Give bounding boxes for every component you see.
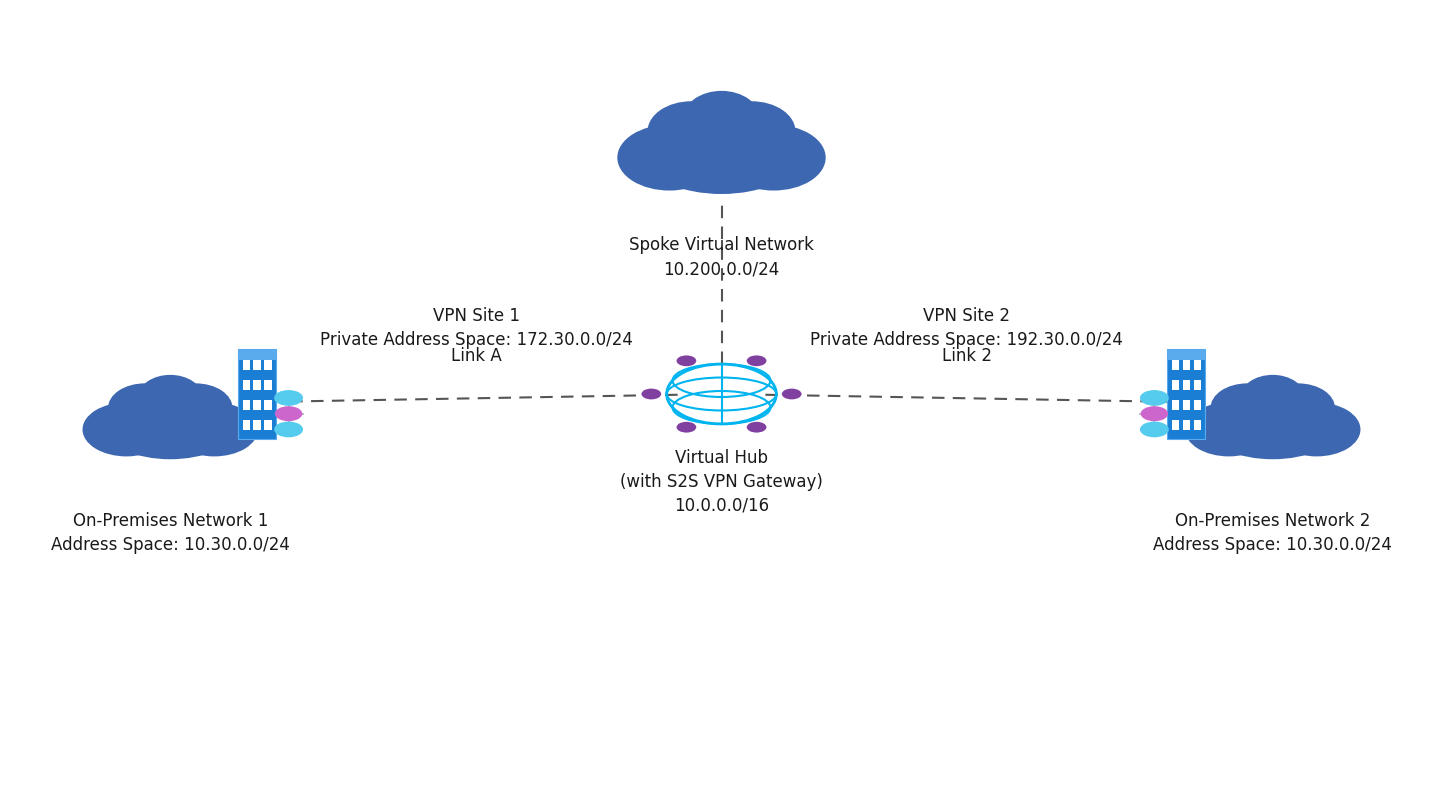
FancyBboxPatch shape	[1183, 400, 1190, 411]
Ellipse shape	[648, 101, 734, 162]
Ellipse shape	[139, 375, 202, 420]
Ellipse shape	[646, 121, 797, 194]
FancyBboxPatch shape	[107, 428, 234, 438]
Text: On-Premises Network 1
Address Space: 10.30.0.0/24: On-Premises Network 1 Address Space: 10.…	[51, 512, 290, 554]
FancyBboxPatch shape	[242, 400, 250, 411]
FancyBboxPatch shape	[1183, 360, 1190, 370]
Circle shape	[274, 407, 303, 422]
FancyBboxPatch shape	[1167, 348, 1205, 440]
FancyBboxPatch shape	[254, 381, 261, 390]
FancyBboxPatch shape	[1172, 381, 1179, 390]
FancyBboxPatch shape	[254, 360, 261, 370]
Circle shape	[746, 422, 766, 433]
FancyBboxPatch shape	[1167, 348, 1205, 359]
FancyBboxPatch shape	[1193, 360, 1201, 370]
Text: VPN Site 2
Private Address Space: 192.30.0.0/24: VPN Site 2 Private Address Space: 192.30…	[811, 307, 1123, 349]
Ellipse shape	[618, 125, 722, 191]
Text: Link 2: Link 2	[942, 348, 991, 365]
FancyBboxPatch shape	[1193, 400, 1201, 411]
FancyBboxPatch shape	[242, 420, 250, 430]
Circle shape	[782, 388, 801, 400]
Ellipse shape	[1261, 384, 1335, 433]
Circle shape	[274, 390, 303, 406]
Text: Spoke Virtual Network
10.200.0.0/24: Spoke Virtual Network 10.200.0.0/24	[629, 236, 814, 278]
FancyBboxPatch shape	[646, 156, 797, 168]
FancyBboxPatch shape	[1183, 381, 1190, 390]
FancyBboxPatch shape	[242, 381, 250, 390]
FancyBboxPatch shape	[254, 400, 261, 411]
FancyBboxPatch shape	[1193, 420, 1201, 430]
Ellipse shape	[159, 384, 232, 433]
FancyBboxPatch shape	[238, 348, 276, 440]
FancyBboxPatch shape	[238, 348, 276, 359]
Ellipse shape	[107, 400, 234, 459]
Circle shape	[746, 355, 766, 366]
Text: Link A: Link A	[450, 348, 502, 365]
Ellipse shape	[709, 101, 795, 162]
Circle shape	[1140, 422, 1169, 437]
Ellipse shape	[108, 384, 182, 433]
Circle shape	[677, 355, 697, 366]
Ellipse shape	[722, 125, 825, 191]
FancyBboxPatch shape	[254, 420, 261, 430]
FancyBboxPatch shape	[264, 381, 271, 390]
Ellipse shape	[1185, 403, 1273, 456]
Ellipse shape	[82, 403, 170, 456]
FancyBboxPatch shape	[1193, 381, 1201, 390]
FancyBboxPatch shape	[242, 360, 250, 370]
FancyBboxPatch shape	[264, 360, 271, 370]
FancyBboxPatch shape	[1172, 360, 1179, 370]
Ellipse shape	[683, 91, 760, 147]
Ellipse shape	[1241, 375, 1304, 420]
Ellipse shape	[1211, 384, 1284, 433]
Text: On-Premises Network 2
Address Space: 10.30.0.0/24: On-Premises Network 2 Address Space: 10.…	[1153, 512, 1392, 554]
FancyBboxPatch shape	[264, 400, 271, 411]
Circle shape	[274, 422, 303, 437]
FancyBboxPatch shape	[264, 420, 271, 430]
FancyBboxPatch shape	[1172, 420, 1179, 430]
Circle shape	[642, 388, 661, 400]
FancyBboxPatch shape	[1209, 428, 1336, 438]
FancyBboxPatch shape	[1183, 420, 1190, 430]
Text: VPN Site 1
Private Address Space: 172.30.0.0/24: VPN Site 1 Private Address Space: 172.30…	[320, 307, 632, 349]
Text: Virtual Hub
(with S2S VPN Gateway)
10.0.0.0/16: Virtual Hub (with S2S VPN Gateway) 10.0.…	[620, 449, 823, 515]
Ellipse shape	[170, 403, 258, 456]
FancyBboxPatch shape	[1172, 400, 1179, 411]
Circle shape	[677, 422, 697, 433]
Ellipse shape	[1209, 400, 1336, 459]
Ellipse shape	[1273, 403, 1361, 456]
Circle shape	[1140, 390, 1169, 406]
Circle shape	[1140, 407, 1167, 422]
